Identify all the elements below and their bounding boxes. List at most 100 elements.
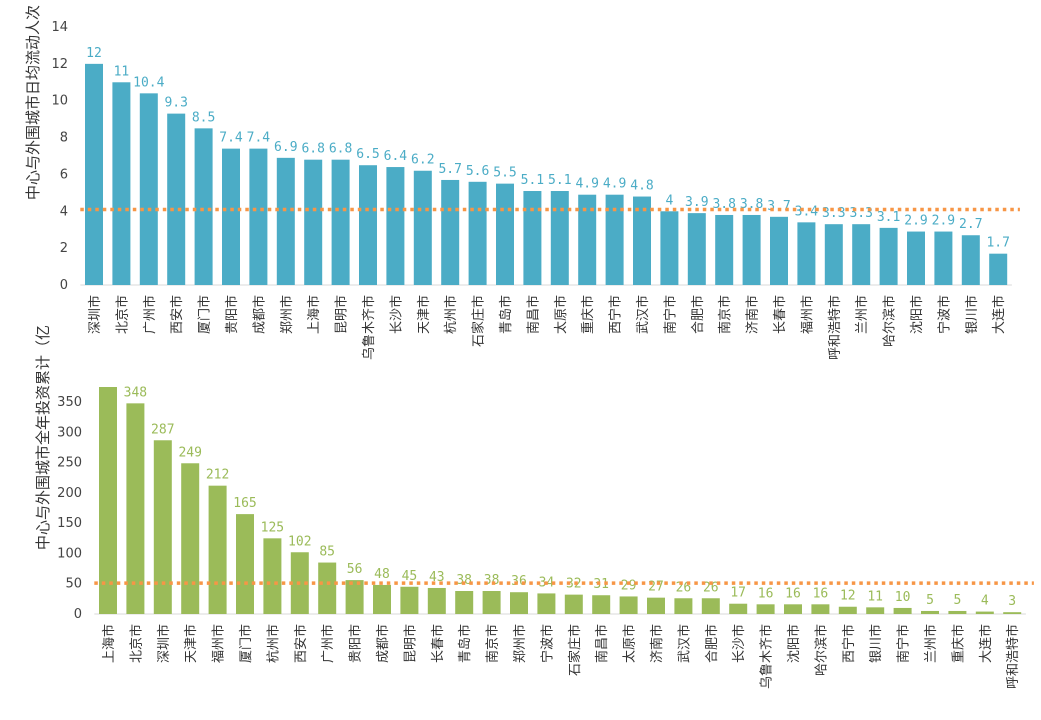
y-tick-label: 100 [57,546,82,561]
bar [345,580,364,614]
bar [441,179,460,285]
category-label: 天津市 [416,295,432,334]
category-label: 贵阳市 [224,295,240,334]
data-label: 6.8 [329,142,352,157]
category-label: 南京市 [717,295,733,334]
category-label: 上海市 [306,295,322,334]
category-label: 厦门市 [238,624,254,663]
category-label: 西宁市 [841,624,857,663]
bar [112,82,131,286]
bar [99,387,117,614]
category-label: 南京市 [485,624,501,663]
bar [386,167,405,285]
category-label: 南昌市 [594,624,610,663]
data-label: 7.4 [219,131,243,146]
bar [578,194,597,285]
data-label: 11 [867,589,883,604]
bar [373,584,391,614]
data-label: 29 [621,578,637,593]
bar [879,227,898,285]
category-label: 长沙市 [388,295,404,334]
category-label: 青岛市 [498,295,514,334]
y-tick-label: 0 [60,278,68,293]
data-label: 5.6 [466,164,489,179]
data-label: 2.9 [932,214,955,229]
data-label: 6.4 [384,149,408,164]
data-label: 9.3 [164,96,187,111]
category-label: 青岛市 [457,624,473,663]
data-label: 38 [484,573,500,588]
bar [564,594,583,614]
bar [304,159,323,285]
category-label: 宁波市 [936,295,952,334]
bar [605,194,624,285]
category-label: 大连市 [978,624,994,663]
bar [222,148,240,285]
category-label: 郑州市 [512,624,528,663]
data-label: 4.9 [603,177,626,192]
data-label: 11 [114,64,130,79]
y-axis-title: 中心与外围城市全年投资累计（亿 [34,325,52,550]
bar [975,611,994,614]
data-label: 348 [124,385,147,400]
data-label: 3.7 [767,199,790,214]
bar [701,598,720,614]
category-label: 合肥市 [704,624,720,663]
category-label: 福州市 [799,295,815,334]
data-label: 16 [813,586,829,601]
bar [770,216,788,285]
data-label: 48 [374,567,390,582]
category-label: 济南市 [745,295,761,334]
y-tick-label: 300 [57,425,82,440]
bar [852,224,871,285]
data-label: 7.4 [247,131,271,146]
y-tick-label: 250 [57,456,82,471]
category-label: 广州市 [142,295,158,334]
category-label: 呼和浩特市 [827,295,843,360]
category-label: 杭州市 [443,295,459,334]
data-label: 5 [953,593,961,608]
bar [276,157,295,285]
category-label: 西安市 [169,295,185,334]
category-label: 广州市 [320,624,336,663]
y-tick-label: 10 [51,94,68,109]
data-label: 5 [926,593,934,608]
bar [907,231,925,285]
bar [592,595,611,614]
y-tick-label: 150 [57,516,82,531]
bar [455,590,474,614]
data-label: 4 [665,193,673,208]
data-label: 12 [840,589,856,604]
bar [413,170,432,285]
data-label: 4 [981,594,989,609]
bar [331,159,350,285]
category-label: 银川市 [868,624,884,663]
category-label: 杭州市 [265,624,281,663]
bar [550,191,569,285]
data-label: 1.7 [986,236,1009,251]
bar [687,213,706,285]
bar [893,607,912,614]
bar [797,222,816,285]
y-axis-title: 中心与外围城市日均流动人次（万人次） [24,0,42,200]
bar [784,604,802,614]
category-label: 重庆市 [580,295,596,334]
category-label: 成都市 [251,295,267,334]
category-label: 乌鲁木齐市 [759,624,775,689]
data-label: 2.7 [959,217,982,232]
data-label: 56 [347,562,363,577]
category-label: 武汉市 [635,295,651,334]
bar [427,587,446,614]
category-label: 深圳市 [156,624,172,663]
category-label: 长春市 [772,295,788,334]
bar [989,253,1008,285]
bar [921,610,939,614]
category-label: 兰州市 [854,295,870,334]
data-label: 2.9 [904,214,927,229]
y-tick-label: 2 [60,241,68,256]
bar [523,191,542,285]
bar [1003,612,1022,614]
data-label: 6.2 [411,153,434,168]
category-label: 长春市 [430,624,446,663]
bar [660,211,679,285]
